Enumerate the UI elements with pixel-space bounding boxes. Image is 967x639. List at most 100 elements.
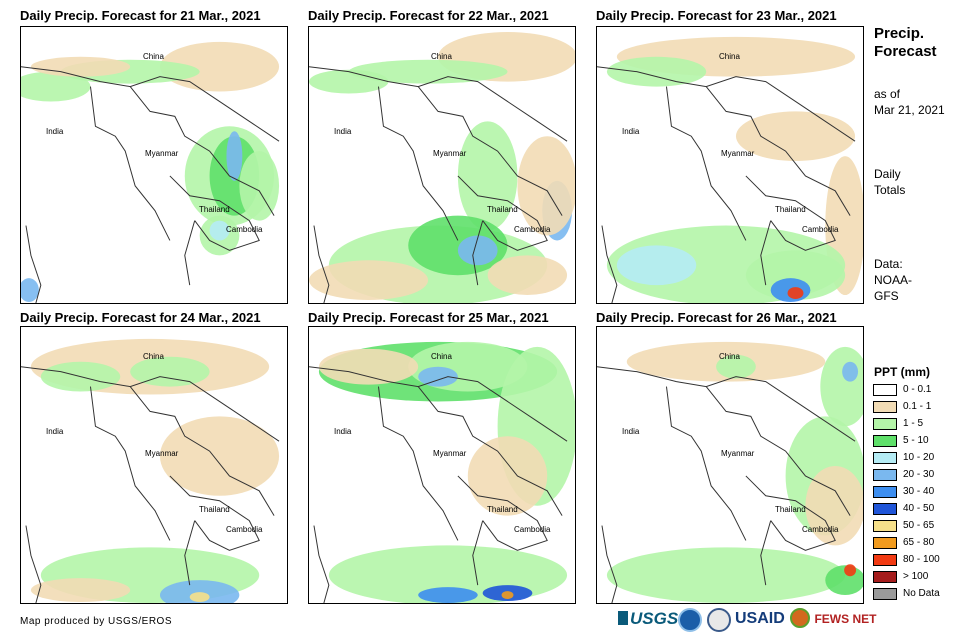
label-china: China xyxy=(143,352,164,361)
legend-swatch xyxy=(873,401,897,413)
sidebar-title-line1: Precip. xyxy=(874,25,925,42)
precip-area xyxy=(457,121,518,231)
label-thailand: Thailand xyxy=(487,505,518,514)
panel-title-2: Daily Precip. Forecast for 22 Mar., 2021 xyxy=(308,8,549,23)
label-myanmar: Myanmar xyxy=(721,449,755,458)
precip-area xyxy=(467,436,548,516)
country-borders xyxy=(597,366,856,603)
precip-area xyxy=(745,250,846,301)
legend-label: 80 - 100 xyxy=(903,554,940,565)
precip-area xyxy=(606,547,846,603)
label-india: India xyxy=(46,127,64,136)
precip-area xyxy=(517,136,575,236)
precip-area xyxy=(159,416,280,496)
precip-area xyxy=(348,59,508,84)
panel-title-1: Daily Precip. Forecast for 21 Mar., 2021 xyxy=(20,8,261,23)
label-cambodia: Cambodia xyxy=(226,225,263,234)
precip-area xyxy=(457,235,498,266)
legend-label: 50 - 65 xyxy=(903,520,935,531)
logo-strip: USGS USAID FEWS NET xyxy=(618,607,876,635)
legend-swatch xyxy=(873,418,897,430)
precip-area xyxy=(418,587,478,603)
label-china: China xyxy=(143,52,164,61)
precip-area xyxy=(805,466,863,546)
legend-swatch xyxy=(873,520,897,532)
precip-area xyxy=(159,580,240,603)
precip-area xyxy=(21,71,91,102)
legend-swatch xyxy=(873,452,897,464)
country-borders xyxy=(309,66,568,303)
precip-area xyxy=(21,278,39,303)
label-cambodia: Cambodia xyxy=(802,225,839,234)
label-thailand: Thailand xyxy=(775,205,806,214)
precip-area xyxy=(842,361,859,382)
data-source-line1: Data: xyxy=(874,257,903,271)
as-of-date: as of Mar 21, 2021 xyxy=(874,86,945,118)
legend-label: 65 - 80 xyxy=(903,537,935,548)
legend-swatch xyxy=(873,469,897,481)
legend-swatch xyxy=(873,384,897,396)
panel-title-4: Daily Precip. Forecast for 24 Mar., 2021 xyxy=(20,310,261,325)
precip-area xyxy=(501,591,514,600)
label-cambodia: Cambodia xyxy=(514,225,551,234)
legend-title: PPT (mm) xyxy=(874,365,931,379)
map-credit: Map produced by USGS/EROS xyxy=(20,616,173,627)
data-source: Data: NOAA- GFS xyxy=(874,256,912,304)
forecast-map-1: China India Myanmar Thailand Cambodia xyxy=(20,26,288,304)
label-india: India xyxy=(46,427,64,436)
country-borders xyxy=(21,66,280,303)
country-borders xyxy=(309,366,568,603)
legend-label: 20 - 30 xyxy=(903,469,935,480)
precip-area xyxy=(844,564,857,577)
label-myanmar: Myanmar xyxy=(145,149,179,158)
legend-label: 1 - 5 xyxy=(903,418,924,429)
precip-area xyxy=(616,245,697,286)
label-cambodia: Cambodia xyxy=(802,525,839,534)
legend-swatch xyxy=(873,435,897,447)
precip-area xyxy=(318,348,419,385)
legend-label: 5 - 10 xyxy=(903,435,929,446)
precip-area xyxy=(226,131,243,181)
precip-area xyxy=(30,578,131,603)
fews-net-globe-icon xyxy=(790,608,810,628)
precip-area xyxy=(239,151,280,221)
label-china: China xyxy=(431,52,452,61)
precip-area xyxy=(189,592,210,603)
legend-label: 30 - 40 xyxy=(903,486,935,497)
legend-label: 10 - 20 xyxy=(903,452,935,463)
as-of-line1: as of xyxy=(874,87,901,101)
label-myanmar: Myanmar xyxy=(433,449,467,458)
precip-area xyxy=(716,354,756,379)
label-thailand: Thailand xyxy=(199,205,230,214)
legend-swatch xyxy=(873,537,897,549)
daily-totals-line2: Totals xyxy=(874,183,906,197)
label-india: India xyxy=(334,427,352,436)
legend-label: 0.1 - 1 xyxy=(903,401,932,412)
legend-label: No Data xyxy=(903,588,940,599)
panel-title-5: Daily Precip. Forecast for 25 Mar., 2021 xyxy=(308,310,549,325)
country-borders xyxy=(597,66,856,303)
country-borders xyxy=(21,366,280,603)
label-thailand: Thailand xyxy=(199,505,230,514)
seal-logo-icon xyxy=(707,608,731,632)
label-myanmar: Myanmar xyxy=(721,149,755,158)
daily-totals: Daily Totals xyxy=(874,166,905,198)
label-china: China xyxy=(719,352,740,361)
label-thailand: Thailand xyxy=(487,205,518,214)
usgs-logo: USGS xyxy=(618,609,678,629)
legend-swatch xyxy=(873,571,897,583)
precip-area xyxy=(418,366,458,387)
precip-area xyxy=(130,356,210,387)
as-of-line2: Mar 21, 2021 xyxy=(874,103,945,117)
precip-area xyxy=(820,346,863,427)
label-myanmar: Myanmar xyxy=(145,449,179,458)
legend-swatch xyxy=(873,503,897,515)
label-cambodia: Cambodia xyxy=(226,525,263,534)
precip-area xyxy=(309,260,429,301)
label-thailand: Thailand xyxy=(775,505,806,514)
label-cambodia: Cambodia xyxy=(514,525,551,534)
label-china: China xyxy=(719,52,740,61)
forecast-map-2: China India Myanmar Thailand Cambodia xyxy=(308,26,576,304)
precip-area xyxy=(735,111,856,162)
usaid-logo: USAID xyxy=(735,610,785,627)
